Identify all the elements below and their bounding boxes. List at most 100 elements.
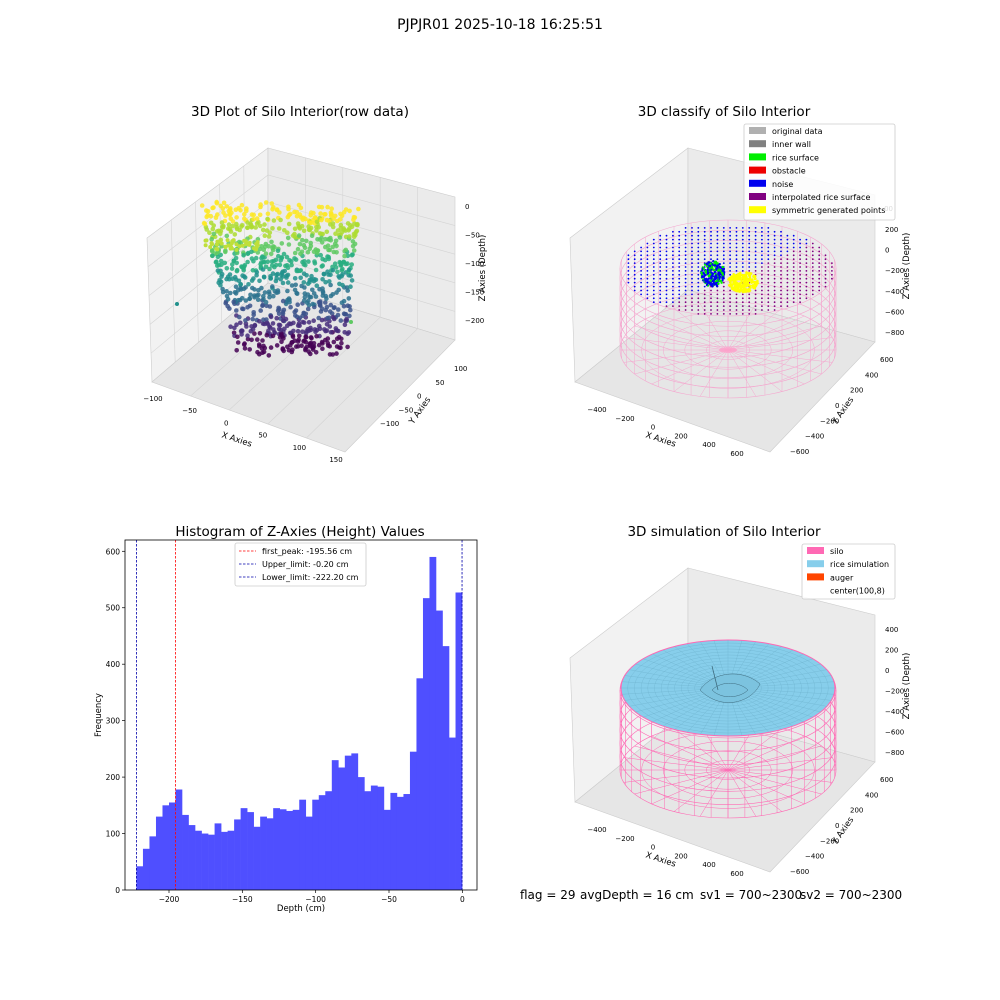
raw-scatter-point (302, 294, 308, 300)
cls-surface-dot (722, 227, 725, 229)
cls-sym-point (732, 286, 736, 290)
cls-surface-dot (697, 246, 700, 249)
cls-cluster-point (713, 283, 716, 286)
raw-scatter-point (237, 314, 242, 320)
raw-scatter-point (311, 291, 317, 296)
raw-scatter-point (319, 240, 325, 245)
raw-zlabel: Z Axies (Depth) (478, 235, 488, 302)
raw-scatter-point (273, 262, 279, 268)
cls-surface-dot (633, 281, 636, 284)
cls-surface-dot (799, 293, 801, 296)
cls-surface-dot (754, 305, 757, 307)
raw-scatter-point (209, 236, 214, 242)
cls-xlabel: X Axies (644, 430, 677, 449)
cls-surface-dot (697, 305, 700, 307)
cls-surface-dot (780, 293, 782, 296)
cls-surface-dot (773, 246, 776, 249)
cls-surface-dot (665, 242, 668, 245)
cls-surface-dot (633, 277, 636, 280)
sim-y-tick-label: 200 (850, 807, 863, 815)
sim-x-tick-label: 400 (702, 861, 715, 869)
cls-surface-dot (710, 246, 712, 249)
cls-surface-dot (703, 258, 706, 261)
cls-surface-dot (792, 250, 795, 253)
sim-y-tick-label: −200 (820, 837, 839, 845)
cls-sym-point (736, 285, 740, 289)
raw-scatter-point (350, 239, 356, 244)
raw-scatter-point (214, 246, 219, 251)
cls-y-tick-label: −200 (820, 417, 839, 425)
raw-scatter-point (262, 259, 267, 265)
raw-scatter-point (309, 233, 315, 238)
cls-surface-dot (786, 277, 789, 280)
cls-surface-dot (691, 227, 693, 229)
cls-cluster-point (713, 264, 717, 267)
cls-surface-dot (633, 273, 636, 276)
cls-surface-dot (792, 254, 795, 257)
raw-scatter-point (322, 212, 327, 217)
histogram-x-tick-label: −50 (381, 895, 397, 904)
cls-surface-dot (729, 289, 731, 292)
raw-scatter-point (312, 259, 317, 264)
raw-scatter-point (295, 302, 301, 308)
cls-surface-dot (684, 289, 687, 292)
cls-surface-dot (652, 297, 655, 300)
cls-surface-dot (735, 309, 738, 311)
raw-scatter-point (324, 296, 329, 301)
cls-surface-dot (786, 270, 789, 272)
raw-z-tick-label: −200 (465, 317, 484, 325)
cls-cluster-point (701, 275, 704, 279)
cls-surface-dot (729, 262, 731, 264)
cls-surface-dot (684, 270, 687, 272)
raw-scatter-point (308, 294, 314, 300)
raw-scatter-point (219, 241, 224, 246)
cls-surface-dot (818, 254, 821, 257)
raw-scatter-point (348, 284, 353, 290)
cls-surface-dot (710, 230, 712, 233)
raw-scatter-point (285, 288, 290, 294)
raw-scatter-point (231, 299, 236, 305)
raw-scatter-point (281, 336, 286, 341)
histogram-bar (208, 834, 215, 890)
cls-surface-dot (786, 297, 789, 300)
cls-surface-dot (786, 262, 789, 264)
raw-scatter-point (245, 333, 250, 339)
raw-scatter-point (230, 276, 235, 282)
cls-surface-dot (672, 273, 674, 276)
raw-scatter-point (280, 318, 286, 324)
cls-surface-dot (652, 301, 655, 304)
raw-scatter-point (261, 274, 267, 280)
cls-surface-dot (722, 281, 725, 284)
cls-surface-dot (773, 242, 776, 245)
raw-scatter-point (238, 320, 243, 326)
silo-floor-spoke (727, 769, 805, 805)
cls-surface-dot (754, 266, 757, 268)
cls-cluster-point (709, 281, 712, 284)
raw-scatter-point (225, 238, 230, 243)
cls-surface-dot (703, 301, 706, 304)
raw-scatter-point (233, 284, 239, 290)
cls-surface-dot (799, 246, 801, 249)
cls-cluster-point (713, 270, 717, 274)
raw-scatter-point (285, 230, 290, 235)
cls-surface-dot (805, 238, 808, 241)
cls-surface-dot (640, 270, 642, 272)
cls-surface-dot (633, 250, 636, 253)
cls-surface-dot (627, 270, 630, 272)
raw-scatter-point (255, 349, 260, 355)
histogram-bar (169, 802, 176, 890)
cls-surface-dot (741, 293, 744, 296)
raw-scatter-point (264, 228, 270, 233)
raw-scatter-point (221, 200, 227, 206)
cls-surface-dot (703, 246, 706, 249)
cls-surface-dot (767, 270, 770, 272)
raw-scatter-point (327, 279, 332, 284)
cls-surface-dot (824, 262, 827, 264)
histogram-y-tick-label: 0 (115, 886, 120, 895)
raw-scatter-point (330, 244, 336, 250)
cls-surface-dot (646, 250, 649, 253)
cls-surface-dot (697, 242, 700, 245)
cls-surface-dot (722, 305, 725, 307)
raw-scatter-point (323, 300, 328, 305)
raw-scatter-point (319, 235, 324, 241)
